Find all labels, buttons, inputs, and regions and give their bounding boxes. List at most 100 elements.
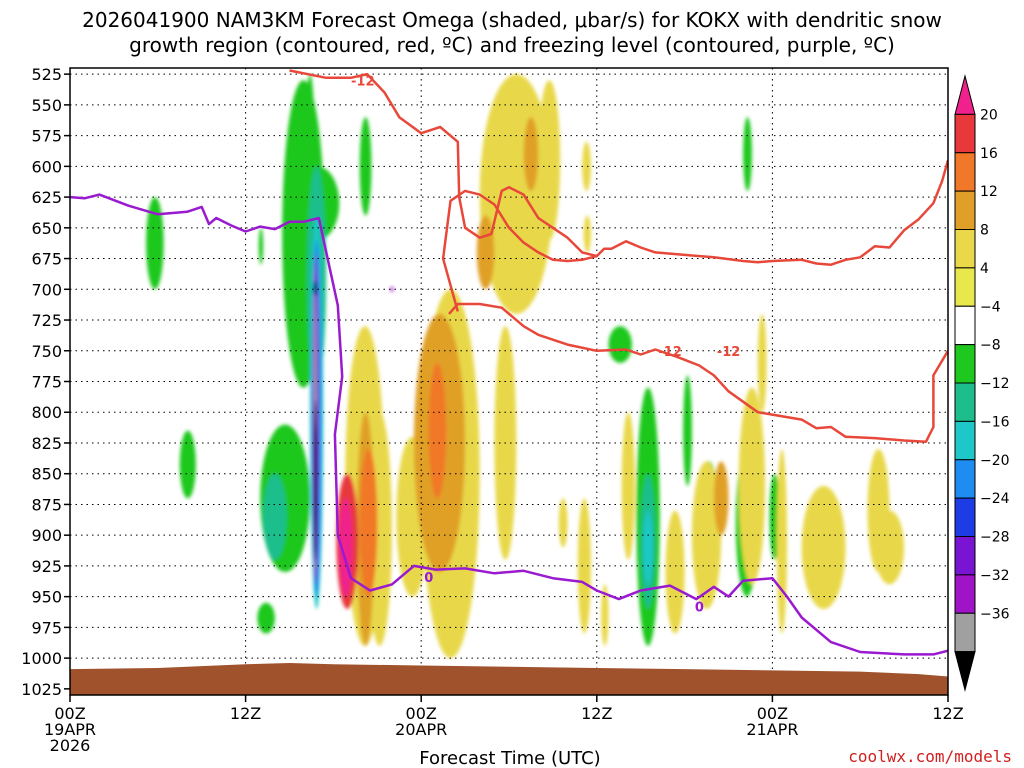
omega-region: [874, 510, 905, 585]
y-tick-label: 600: [31, 157, 62, 176]
colorbar-label: 20: [980, 107, 998, 123]
y-tick-label: 975: [31, 618, 62, 637]
contour-label: -12: [717, 345, 741, 360]
colorbar-label: −20: [980, 453, 1010, 469]
plot-area: 00-12-12 -12: [69, 67, 949, 696]
omega-region: [313, 280, 317, 296]
colorbar-label: 4: [980, 261, 989, 277]
x-tick-label: 00Z: [757, 704, 788, 723]
colorbar-label: 8: [980, 223, 989, 239]
omega-region: [257, 602, 275, 634]
x-tick-label: 00Z: [54, 704, 85, 723]
x-tick-label: 20APR: [395, 720, 447, 739]
omega-region: [523, 117, 539, 191]
contour-line: [441, 189, 598, 312]
omega-region: [643, 510, 653, 585]
x-tick-label: 12Z: [581, 704, 612, 723]
colorbar-label: −16: [980, 414, 1010, 430]
colorbar-swatch: [954, 229, 976, 269]
omega-region: [743, 117, 752, 191]
surface-terrain-fill: [70, 663, 948, 695]
omega-region: [390, 286, 394, 292]
omega-region: [665, 510, 685, 634]
colorbar-swatch: [954, 612, 976, 653]
omega-region: [713, 461, 729, 536]
colorbar-label: −4: [980, 299, 1001, 315]
x-tick-label: 2026: [50, 736, 91, 755]
omega-region: [683, 375, 692, 487]
y-tick-label: 750: [31, 342, 62, 361]
x-tick-label: 12Z: [230, 704, 261, 723]
colorbar-swatch: [954, 574, 976, 614]
omega-region: [558, 498, 568, 548]
colorbar-label: −28: [980, 530, 1010, 546]
y-tick-label: 575: [31, 127, 62, 146]
y-tick-label: 700: [31, 280, 62, 299]
y-tick-label: 825: [31, 434, 62, 453]
y-tick-label: 850: [31, 465, 62, 484]
x-axis-title: Forecast Time (UTC): [419, 748, 600, 768]
x-tick-label: 12Z: [932, 704, 963, 723]
x-tick-label: 21APR: [746, 720, 798, 739]
colorbar-swatch: [954, 113, 976, 154]
contour-label: 0: [424, 571, 433, 586]
omega-region: [146, 197, 164, 290]
y-tick-label: 925: [31, 557, 62, 576]
colorbar-swatch: [954, 152, 976, 192]
colorbar-label: 16: [980, 146, 998, 162]
contour-label: 0: [695, 600, 704, 615]
omega-region: [608, 326, 632, 364]
colorbar: 20 16 12 8 4 −4 −8 −12 −16 −20 −24 −28 −32 −36: [954, 74, 1010, 692]
credit-text: coolwx.com/models: [848, 747, 1012, 766]
omega-shading: [146, 74, 905, 659]
colorbar-swatch: [954, 344, 976, 384]
x-tick-label: 19APR: [44, 720, 96, 739]
y-tick-label: 950: [31, 588, 62, 607]
x-tick-label: 00Z: [406, 704, 437, 723]
omega-region: [179, 430, 196, 499]
y-tick-label: 525: [31, 65, 62, 84]
colorbar-swatch: [954, 536, 976, 576]
y-tick-label: 550: [31, 96, 62, 115]
omega-region: [601, 584, 609, 646]
omega-region: [757, 313, 767, 413]
contour-lines: 00-12-12 -12: [70, 69, 948, 656]
colorbar-swatch: [954, 459, 976, 499]
y-tick-label: 800: [31, 403, 62, 422]
colorbar-swatch: [954, 190, 976, 230]
y-tick-label: 650: [31, 219, 62, 238]
omega-region: [359, 449, 378, 597]
contour-line: [448, 302, 948, 443]
colorbar-label: −12: [980, 376, 1010, 392]
colorbar-swatch: [954, 651, 976, 692]
chart-title-line-2: growth region (contoured, red, ºC) and f…: [129, 33, 895, 57]
omega-region: [313, 399, 317, 560]
omega-region: [738, 387, 766, 585]
omega-region: [776, 449, 788, 634]
y-tick-label: 775: [31, 373, 62, 392]
surface-terrain: [70, 663, 948, 695]
omega-region: [538, 80, 561, 241]
omega-region: [258, 227, 264, 265]
omega-region: [691, 461, 722, 609]
colorbar-swatch: [954, 305, 976, 346]
colorbar-swatch: [954, 267, 976, 307]
y-tick-label: 1025: [21, 680, 62, 699]
chart-title-line-1: 2026041900 NAM3KM Forecast Omega (shaded…: [82, 8, 942, 32]
omega-region: [577, 498, 591, 634]
omega-region: [428, 363, 447, 499]
omega-region: [263, 473, 287, 560]
colorbar-swatch: [954, 74, 976, 115]
contour-line: [70, 193, 948, 656]
omega-region: [621, 412, 635, 560]
y-tick-label: 900: [31, 526, 62, 545]
omega-region: [476, 215, 495, 290]
omega-region: [801, 486, 846, 609]
colorbar-label: −36: [980, 606, 1010, 622]
colorbar-swatch: [954, 497, 976, 537]
y-tick-label: 1000: [21, 649, 62, 668]
colorbar-label: −24: [980, 491, 1010, 507]
colorbar-label: −8: [980, 338, 1001, 354]
